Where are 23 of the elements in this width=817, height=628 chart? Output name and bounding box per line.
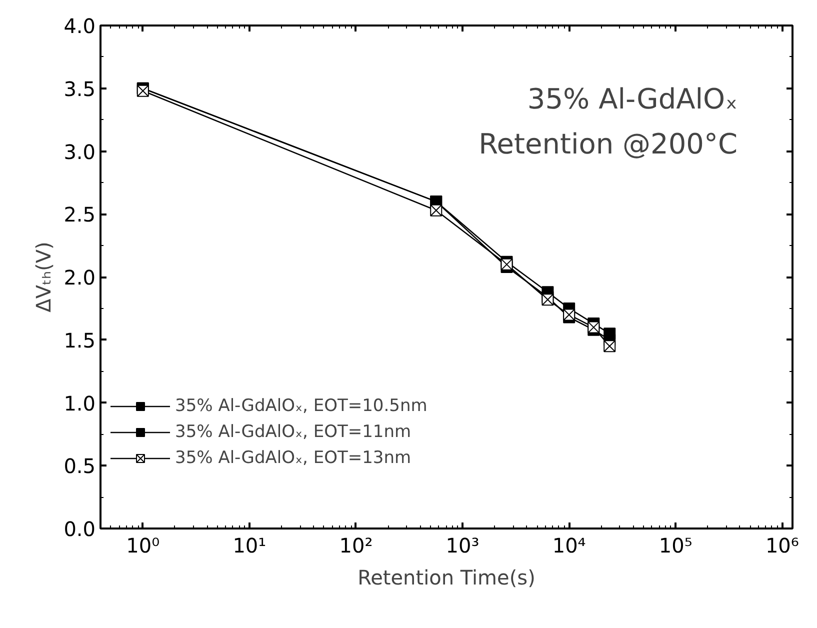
y-tick-label: 3.0: [64, 140, 96, 164]
annotation: 35% Al-GdAlOₓ: [527, 82, 738, 116]
y-tick-label: 3.5: [64, 76, 96, 101]
y-tick-label: 0.5: [64, 454, 96, 478]
y-tick-label: 0.0: [64, 517, 96, 541]
x-tick-label: 10⁰: [126, 534, 160, 558]
y-tick-label: 4.0: [64, 14, 96, 38]
x-tick-label: 10⁴: [552, 534, 586, 558]
x-tick-label: 10³: [446, 534, 480, 558]
y-tick-label: 2.0: [64, 266, 96, 290]
x-tick-label: 10²: [339, 534, 373, 558]
y-axis-title: ΔVₜₕ(V): [32, 242, 56, 312]
legend-label: 35% Al-GdAlOₓ, EOT=13nm: [175, 448, 412, 468]
x-tick-label: 10¹: [232, 534, 266, 558]
legend-label: 35% Al-GdAlOₓ, EOT=10.5nm: [175, 396, 428, 416]
legend-label: 35% Al-GdAlOₓ, EOT=11nm: [175, 422, 412, 442]
x-tick-label: 10⁶: [765, 534, 799, 558]
x-tick-label: 10⁵: [658, 534, 692, 558]
y-tick-label: 2.5: [64, 202, 96, 227]
y-tick-label: 1.5: [64, 328, 96, 352]
x-axis-title: Retention Time(s): [358, 566, 536, 590]
y-tick-label: 1.0: [64, 391, 96, 416]
annotation: Retention @200°C: [478, 128, 738, 160]
